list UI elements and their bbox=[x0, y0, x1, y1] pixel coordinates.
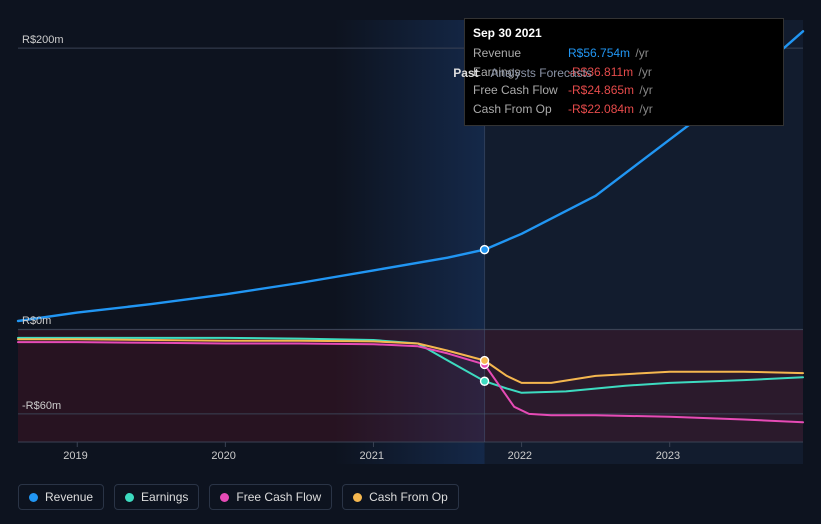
legend-dot-icon bbox=[220, 493, 229, 502]
tooltip-row-value: -R$36.811m /yr bbox=[568, 63, 775, 82]
legend-item-label: Cash From Op bbox=[369, 490, 448, 504]
legend-item-label: Free Cash Flow bbox=[236, 490, 321, 504]
forecast-label: Analysts Forecasts bbox=[491, 66, 592, 80]
legend-item-label: Revenue bbox=[45, 490, 93, 504]
x-axis-label: 2020 bbox=[211, 450, 235, 462]
past-label: Past bbox=[453, 66, 478, 80]
legend-item-revenue[interactable]: Revenue bbox=[18, 484, 104, 510]
legend-dot-icon bbox=[125, 493, 134, 502]
chart-legend: Revenue Earnings Free Cash Flow Cash From O… bbox=[18, 484, 459, 510]
financial-chart: Sep 30 2021 RevenueR$56.754m /yrEarnings… bbox=[0, 0, 821, 524]
tooltip-row-label: Free Cash Flow bbox=[473, 81, 568, 100]
tooltip-row: Cash From Op-R$22.084m /yr bbox=[473, 100, 775, 119]
legend-dot-icon bbox=[353, 493, 362, 502]
tooltip-row: RevenueR$56.754m /yr bbox=[473, 44, 775, 63]
legend-item-cfo[interactable]: Cash From Op bbox=[342, 484, 459, 510]
tooltip-row-label: Revenue bbox=[473, 44, 568, 63]
tooltip-row-unit: /yr bbox=[634, 102, 653, 116]
tooltip-row: Free Cash Flow-R$24.865m /yr bbox=[473, 81, 775, 100]
legend-item-label: Earnings bbox=[141, 490, 188, 504]
tooltip-date: Sep 30 2021 bbox=[473, 23, 775, 44]
x-axis-label: 2023 bbox=[656, 450, 680, 462]
x-axis-label: 2021 bbox=[359, 450, 383, 462]
x-axis-label: 2022 bbox=[508, 450, 532, 462]
axis-label: R$0m bbox=[22, 315, 51, 327]
axis-label: R$200m bbox=[22, 34, 64, 46]
tooltip-row-value: -R$22.084m /yr bbox=[568, 100, 775, 119]
tooltip-row-value: -R$24.865m /yr bbox=[568, 81, 775, 100]
axis-label: -R$60m bbox=[22, 400, 61, 412]
legend-item-fcf[interactable]: Free Cash Flow bbox=[209, 484, 332, 510]
tooltip-row-label: Cash From Op bbox=[473, 100, 568, 119]
tooltip-row-unit: /yr bbox=[633, 65, 652, 79]
tooltip-row-value: R$56.754m /yr bbox=[568, 44, 775, 63]
legend-item-earnings[interactable]: Earnings bbox=[114, 484, 199, 510]
tooltip-rows: RevenueR$56.754m /yrEarnings-R$36.811m /… bbox=[473, 44, 775, 119]
legend-dot-icon bbox=[29, 493, 38, 502]
x-axis-label: 2019 bbox=[63, 450, 87, 462]
tooltip-row-unit: /yr bbox=[634, 83, 653, 97]
tooltip-row-unit: /yr bbox=[630, 46, 649, 60]
